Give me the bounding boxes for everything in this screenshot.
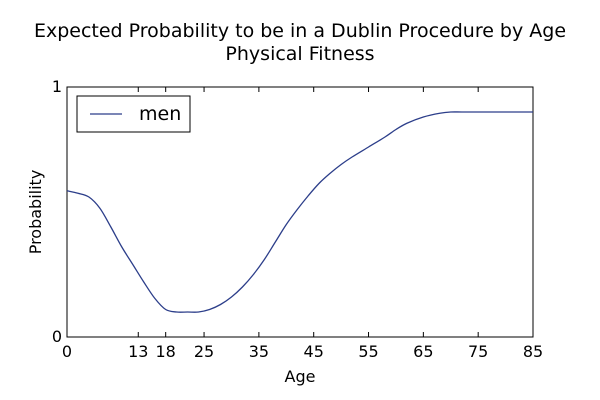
y-tick-label: 1 xyxy=(52,77,62,96)
x-tick-label: 45 xyxy=(304,342,324,361)
y-tick-label: 0 xyxy=(52,327,62,346)
y-axis-label: Probability xyxy=(26,170,45,255)
x-tick-label: 65 xyxy=(413,342,433,361)
x-tick-label: 85 xyxy=(523,342,543,361)
x-tick-label: 55 xyxy=(358,342,378,361)
y-axis: 01 xyxy=(52,77,533,346)
x-tick-label: 75 xyxy=(468,342,488,361)
chart-title: Expected Probability to be in a Dublin P… xyxy=(33,20,567,42)
x-tick-label: 35 xyxy=(249,342,269,361)
legend-label-men: men xyxy=(139,103,181,125)
x-tick-label: 18 xyxy=(156,342,176,361)
x-tick-label: 25 xyxy=(194,342,214,361)
series-group xyxy=(66,111,533,313)
legend: men xyxy=(76,95,191,133)
x-axis: 0 13 18 25 35 45 55 65 75 85 xyxy=(62,87,543,361)
chart-subtitle: Physical Fitness xyxy=(225,43,375,65)
series-line-men xyxy=(66,111,533,313)
x-tick-label: 0 xyxy=(62,342,72,361)
x-tick-label: 13 xyxy=(128,342,148,361)
plot-area xyxy=(66,86,534,338)
x-axis-label: Age xyxy=(285,367,316,386)
